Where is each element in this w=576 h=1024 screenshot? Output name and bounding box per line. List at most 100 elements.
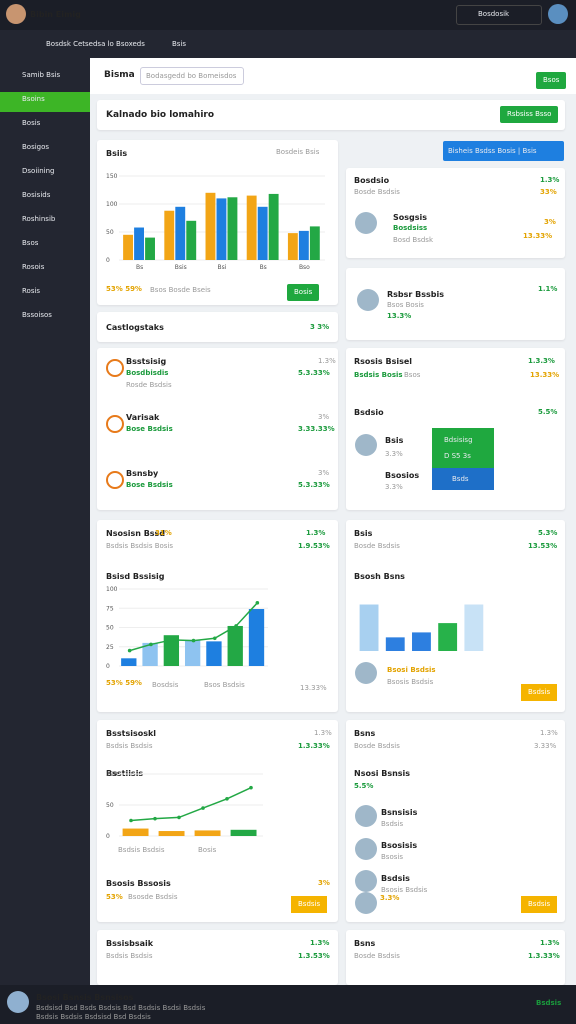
line2: Bsdsis Bsdsis Bsdsisd Bsd Bsdsis (36, 1013, 151, 1021)
x-tick-label: Bs (136, 264, 143, 271)
avatar (355, 838, 377, 860)
x-tick-label: Bs (260, 264, 267, 271)
banner[interactable] (443, 141, 564, 161)
sidebar-active (0, 92, 90, 112)
legend: Bsdsis Bsdsis (118, 846, 165, 854)
search-input[interactable] (140, 67, 244, 85)
note: Bosis (198, 846, 217, 854)
bar (230, 829, 257, 836)
search-box[interactable] (456, 5, 542, 25)
name: Bsosi Bsnsis Bsnsisos (36, 993, 134, 1002)
p2s: 3.3% (385, 483, 403, 491)
people: Bsosisis (381, 841, 418, 850)
title: Bsnsby (126, 469, 159, 478)
v2: 1.3.53% (298, 952, 330, 960)
sub2: Rosde Bsdsis (126, 381, 172, 389)
bar (134, 227, 144, 260)
v: 1.3% (310, 939, 330, 947)
icon (106, 359, 124, 377)
v: 3 3% (310, 323, 330, 331)
tile1b: D S5 3s (444, 452, 471, 460)
avatar (355, 434, 377, 456)
v3: 3% (544, 218, 556, 226)
topbar (90, 58, 576, 94)
avatar (355, 892, 377, 914)
note: Bsos Bosde Bseis (150, 286, 211, 294)
items: Samib Bsis (22, 71, 61, 79)
bar (145, 237, 155, 260)
chart (359, 604, 484, 651)
footer-s: 3% (318, 879, 330, 887)
point (201, 806, 205, 810)
bar (164, 210, 175, 260)
card (97, 312, 338, 342)
items: Bosis (22, 119, 41, 127)
btn[interactable]: Bsdsis (521, 684, 558, 701)
people: Bsdsis (381, 874, 410, 883)
filter: Bosdeis Bsis (276, 148, 320, 156)
bar (216, 198, 227, 260)
v: 1.3% (318, 357, 336, 365)
card (346, 520, 565, 712)
point (234, 624, 238, 628)
bar (257, 206, 268, 260)
title: Varisak (126, 413, 160, 422)
v: 1.3% (540, 939, 560, 947)
point (177, 815, 181, 820)
avatar (7, 991, 29, 1013)
v2: 1.3.33% (528, 952, 560, 960)
items: Bsis (172, 40, 187, 48)
title: Castlogstaks (106, 323, 164, 332)
y-tick-label: 100 (106, 201, 118, 208)
v2: 5.3.33% (298, 369, 330, 377)
sub: Bsos Bosis (387, 301, 424, 309)
items: Bosigos (22, 143, 50, 151)
title: Bsis (354, 529, 373, 538)
tag: 31% (155, 529, 172, 537)
card (346, 168, 565, 258)
y-tick-label: 75 (106, 605, 114, 612)
bar (123, 234, 134, 260)
btn[interactable]: Bsdsis (521, 896, 558, 913)
card (346, 720, 565, 922)
note3: 13.33% (300, 684, 327, 692)
title: Bsstsisoskl (106, 729, 157, 738)
x-tick-label: Bsi (218, 264, 227, 271)
section: Bsdsio (354, 408, 384, 417)
v: 5.3% (538, 529, 558, 537)
y-tick-label: 100 (106, 586, 118, 593)
items: Bosdsk Cetsedsa lo Bsoxeds (46, 40, 145, 48)
items: Bsos (22, 239, 39, 247)
sub: Bosde Bsdsis (354, 952, 400, 960)
v2: 3.33% (534, 742, 557, 750)
title: Bssisbsaik (106, 939, 154, 948)
bar (158, 831, 185, 836)
name: Bsosi Bsdsis (387, 666, 436, 674)
y-tick-label: 50 (106, 802, 114, 809)
tag: 13.3% (387, 312, 412, 320)
point (249, 785, 253, 790)
action[interactable]: Rsbsiss Bsso (500, 106, 559, 123)
point (170, 638, 175, 642)
btn[interactable]: Bosis (287, 284, 320, 301)
p2: Bsosios (385, 471, 420, 480)
button[interactable]: Bsos (536, 72, 567, 89)
v2: 13.33% (530, 371, 560, 379)
avatar (355, 870, 377, 892)
bar (205, 192, 216, 260)
bar (227, 625, 243, 666)
btn[interactable]: Bsdsis (291, 896, 328, 913)
search: Bodasgedd bo Bomeisdos (146, 72, 237, 80)
note2: Bsos Bsdsis (204, 681, 245, 689)
items: Rosis (22, 287, 41, 295)
p1s: 3.3% (385, 450, 403, 458)
items: Rosois (22, 263, 45, 271)
people-sub: Bsosis Bsdsis (381, 886, 428, 894)
items: Roshinsib (22, 215, 56, 223)
name: Rsbsr Bssbis (387, 290, 444, 299)
bar (385, 637, 405, 651)
y-tick-label: 25 (106, 644, 114, 651)
tile2: Bsds (452, 475, 469, 483)
point (129, 818, 133, 823)
